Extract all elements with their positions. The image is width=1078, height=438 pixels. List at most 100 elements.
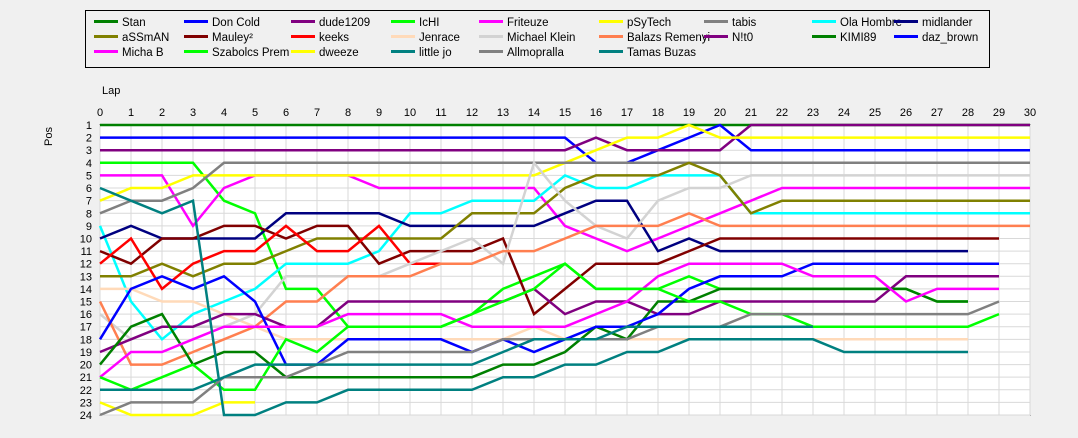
legend-item: Allmopralla (479, 46, 564, 60)
legend-item: tabis (704, 16, 756, 30)
legend-label: KIMI89 (840, 32, 877, 44)
y-tick-label: 18 (80, 334, 92, 346)
y-tick-label: 5 (86, 170, 92, 182)
y-tick-label: 22 (80, 385, 92, 397)
legend-swatch (391, 50, 415, 54)
y-tick-label: 6 (86, 183, 92, 195)
legend-swatch (291, 35, 315, 39)
x-tick-label: 27 (931, 107, 943, 119)
y-tick-label: 10 (80, 233, 92, 245)
y-tick-label: 14 (80, 284, 92, 296)
y-tick-label: 7 (86, 196, 92, 208)
y-axis-label: Pos (43, 127, 55, 146)
legend-swatch (812, 20, 836, 24)
x-tick-label: 10 (404, 107, 416, 119)
legend-item: pSyTech (599, 16, 671, 30)
x-tick-label: 9 (376, 107, 382, 119)
y-tick-label: 15 (80, 297, 92, 309)
legend-item: keeks (291, 31, 349, 45)
legend-swatch (94, 20, 118, 24)
series-line (98, 262, 999, 366)
legend-label: Jenrace (419, 32, 460, 44)
legend-label: daz_brown (922, 32, 979, 44)
series-line (99, 262, 999, 379)
y-tick-label: 16 (80, 309, 92, 321)
legend-label: N!t0 (732, 32, 754, 44)
x-tick-label: 16 (590, 107, 602, 119)
x-tick-label: 19 (683, 107, 695, 119)
y-tick-label: 12 (80, 259, 92, 271)
x-tick-label: 2 (159, 107, 165, 119)
y-tick-label: 1 (86, 120, 92, 132)
legend-swatch (184, 50, 208, 54)
y-tick-label: 2 (86, 133, 92, 145)
legend-label: Don Cold (212, 17, 260, 29)
x-tick-label: 18 (652, 107, 664, 119)
series-line (100, 161, 1030, 278)
x-tick-label: 15 (559, 107, 571, 119)
y-tick-label: 8 (86, 208, 92, 220)
x-tick-label: 3 (190, 107, 196, 119)
series-line (99, 401, 255, 417)
series-line (99, 224, 441, 291)
legend-item: midlander (894, 16, 973, 30)
legend-label: Tamas Buzas (627, 47, 697, 59)
y-tick-label: 4 (86, 158, 92, 170)
legend-item: aSSmAN (94, 31, 169, 45)
legend-swatch (704, 20, 728, 24)
legend-swatch (599, 50, 623, 54)
legend-label: Allmopralla (507, 47, 564, 59)
y-tick-label: 20 (80, 360, 92, 372)
legend-item: IcHI (391, 16, 439, 30)
series-line (99, 287, 968, 379)
legend-item: daz_brown (894, 31, 978, 45)
chart-legend: Stan Don Cold dude1209 IcHI Friteuze pSyTech t… (85, 10, 990, 68)
legend-swatch (94, 50, 118, 54)
x-axis-label: Lap (102, 85, 120, 97)
x-tick-label: 30 (1024, 107, 1036, 119)
legend-item: Mauley² (184, 31, 253, 45)
x-tick-label: 6 (283, 107, 289, 119)
legend-swatch (894, 35, 918, 39)
x-tick-label: 0 (97, 107, 103, 119)
series-line (100, 325, 813, 392)
legend-label: Stan (122, 17, 146, 29)
legend-item: Tamas Buzas (599, 46, 696, 60)
legend-label: Micha B (122, 47, 164, 59)
y-tick-label: 13 (80, 271, 92, 283)
y-tick-label: 11 (81, 246, 92, 258)
legend-item: Balazs Remenyi (599, 31, 710, 45)
y-tick-label: 21 (80, 372, 92, 384)
x-tick-label: 11 (435, 107, 446, 119)
legend-swatch (391, 35, 415, 39)
legend-swatch (94, 35, 118, 39)
legend-label: midlander (922, 17, 973, 29)
x-tick-label: 29 (993, 107, 1005, 119)
series-line (100, 123, 1030, 165)
x-tick-label: 23 (807, 107, 819, 119)
series-lines (98, 123, 1030, 417)
x-tick-label: 28 (962, 107, 974, 119)
legend-label: Ola Hombre (840, 17, 902, 29)
legend-swatch (184, 20, 208, 24)
x-tick-label: 14 (528, 107, 540, 119)
legend-label: IcHI (419, 17, 440, 29)
legend-label: aSSmAN (122, 32, 170, 44)
legend-swatch (599, 20, 623, 24)
legend-label: Friteuze (507, 17, 549, 29)
legend-swatch (812, 35, 836, 39)
series-line (99, 262, 1000, 392)
legend-label: keeks (319, 32, 350, 44)
y-tick-label: 3 (86, 145, 92, 157)
legend-label: tabis (732, 17, 757, 29)
x-tick-label: 4 (221, 107, 227, 119)
legend-item: dude1209 (291, 16, 370, 30)
legend-swatch (479, 35, 503, 39)
legend-item: Stan (94, 16, 146, 30)
series-line (99, 199, 968, 253)
legend-label: pSyTech (627, 17, 672, 29)
legend-swatch (894, 20, 918, 24)
legend-label: dweeze (319, 47, 359, 59)
x-tick-label: 1 (128, 107, 134, 119)
x-tick-label: 20 (714, 107, 726, 119)
